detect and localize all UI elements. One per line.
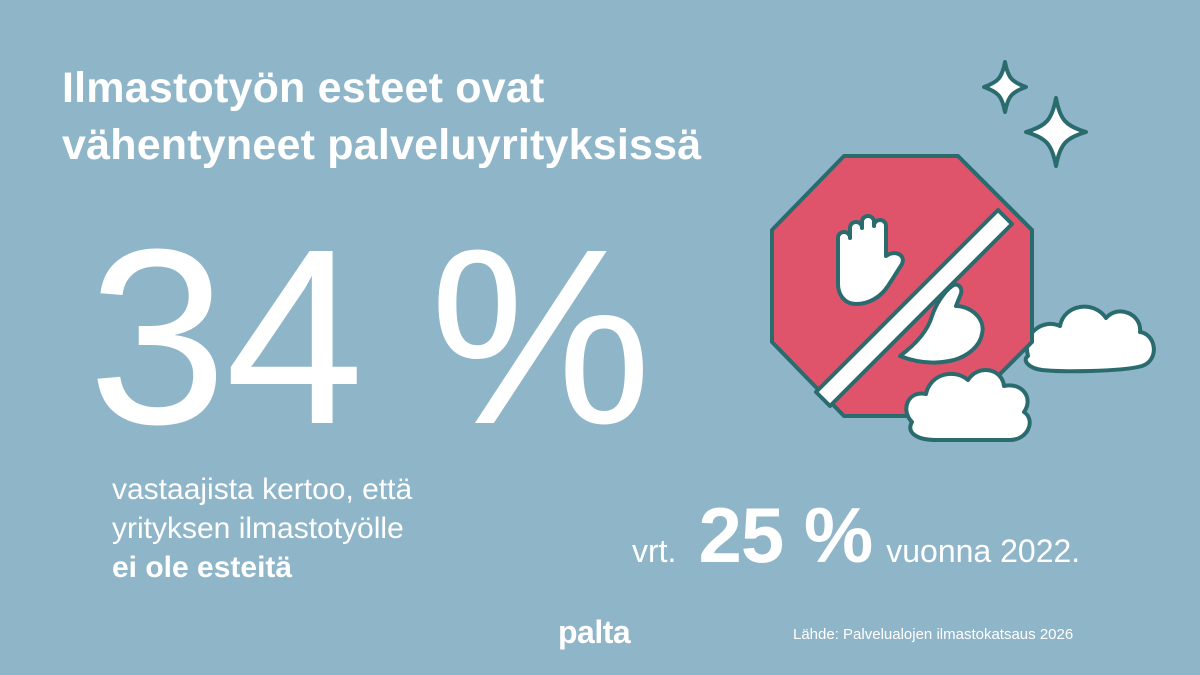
description-line-1: vastaajista kertoo, että — [112, 473, 413, 506]
source-note: Lähde: Palvelualojen ilmastokatsaus 2026 — [793, 626, 1074, 643]
stat-description: vastaajista kertoo, että yrityksen ilmas… — [112, 470, 572, 587]
cloud-back-icon — [1023, 304, 1156, 374]
sparkle-small-icon — [982, 60, 1028, 114]
palta-logo: palta — [558, 614, 631, 650]
comparison-prefix: vrt. — [632, 533, 677, 569]
headline-line-1: Ilmastotyön esteet ovat — [62, 64, 545, 112]
comparison: vrt. 25 % vuonna 2022. — [632, 490, 1080, 590]
stop-sign-hand-icon — [770, 60, 1156, 442]
stop-sign-icon — [770, 154, 1034, 418]
comparison-value: 25 % — [698, 491, 873, 579]
headline-line-2: vähentyneet palveluyrityksissä — [62, 121, 702, 169]
description-line-2: yrityksen ilmastotyölle — [112, 512, 404, 545]
main-percentage: 34 % — [88, 197, 652, 476]
cloud-front-icon — [904, 368, 1032, 442]
description-line-3-bold: ei ole esteitä — [112, 551, 293, 584]
headline: Ilmastotyön esteet ovat vähentyneet palv… — [62, 60, 782, 174]
comparison-suffix: vuonna 2022. — [886, 533, 1081, 569]
sparkle-large-icon — [1024, 96, 1088, 168]
